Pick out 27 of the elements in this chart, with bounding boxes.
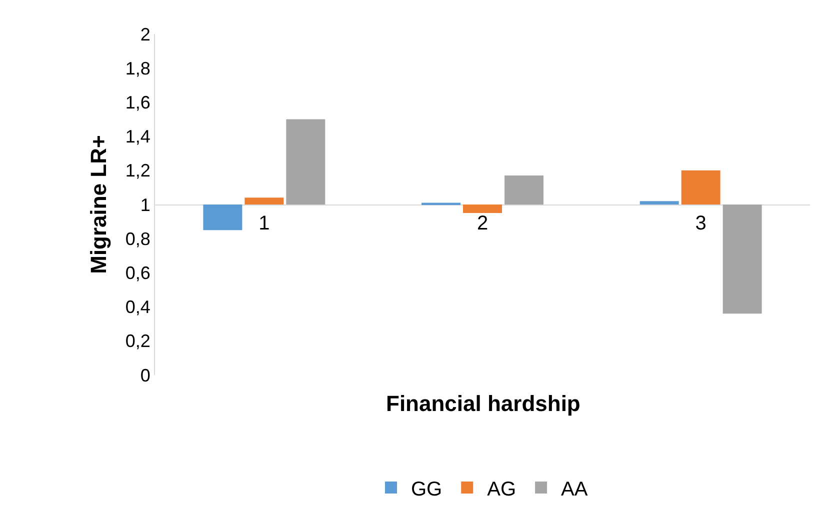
y-axis-title: Migraine LR+ [86, 135, 112, 274]
legend-label: AG [487, 478, 516, 500]
x-tick-label: 2 [476, 212, 488, 234]
y-tick-label: 1,6 [125, 92, 150, 112]
x-tick-label: 3 [695, 212, 706, 234]
bar [244, 198, 284, 204]
x-axis-title: Financial hardship [386, 391, 580, 416]
y-tick-label: 0,2 [125, 331, 150, 352]
bar [722, 204, 762, 314]
y-tick-label: 1,2 [125, 160, 150, 181]
x-tick-label: 1 [258, 212, 270, 234]
y-tick-label: 1,4 [125, 126, 150, 147]
y-tick-label: 1 [140, 194, 150, 215]
y-tick-label: 0,8 [125, 228, 150, 249]
y-tick-label: 0 [140, 365, 150, 386]
legend-label: AA [561, 478, 588, 500]
y-tick-label: 1,8 [125, 58, 150, 78]
bar [463, 204, 502, 214]
y-tick-label: 0,4 [125, 297, 150, 318]
bar [640, 201, 679, 204]
y-tick-label: 2 [140, 24, 150, 44]
bar [681, 170, 720, 204]
legend-label: GG [411, 478, 442, 500]
bar [286, 119, 326, 204]
bar [504, 176, 544, 204]
bar [203, 204, 242, 230]
y-tick-label: 0,6 [125, 263, 150, 283]
